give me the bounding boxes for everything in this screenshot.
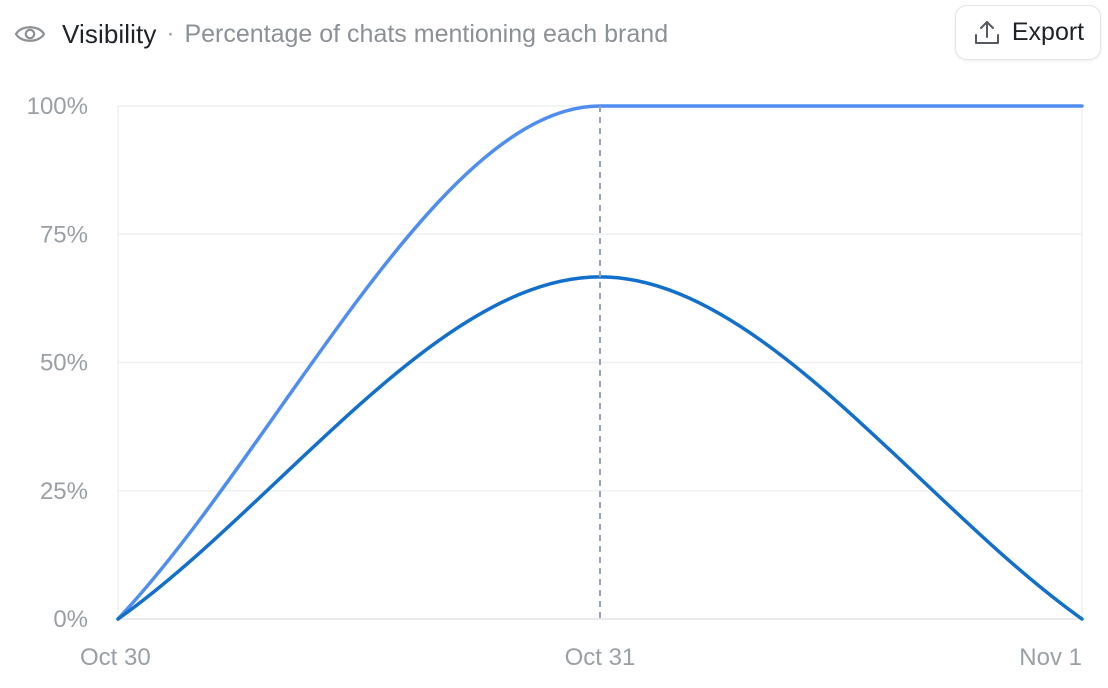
eye-icon <box>14 26 46 42</box>
axis-layer: 0% 25% 50% 75% 100% Oct 30 Oct 31 Nov 1 <box>27 93 1082 671</box>
title-separator: · <box>166 20 175 47</box>
export-button[interactable]: Export <box>955 5 1101 60</box>
export-label: Export <box>1011 18 1085 46</box>
x-tick-label: Oct 31 <box>565 644 636 671</box>
y-tick-label: 25% <box>40 478 88 505</box>
x-tick-label: Oct 30 <box>80 644 151 671</box>
y-tick-label: 75% <box>40 221 88 248</box>
y-tick-label: 50% <box>40 350 88 377</box>
chart-subtitle: Percentage of chats mentioning each bran… <box>184 19 669 48</box>
chart-title: Visibility <box>62 18 157 49</box>
y-tick-label: 0% <box>53 606 88 633</box>
series-line-1 <box>116 104 1084 621</box>
chart-header: Visibility · Percentage of chats mention… <box>14 14 668 54</box>
y-tick-label: 100% <box>27 93 88 120</box>
upload-icon <box>974 20 999 44</box>
x-tick-label: Nov 1 <box>1019 644 1082 671</box>
